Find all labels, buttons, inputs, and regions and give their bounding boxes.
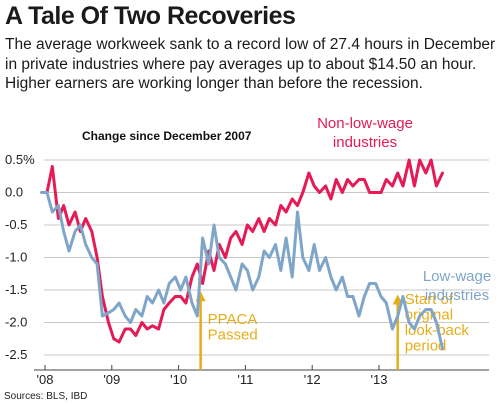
y-tick-label: -0.5 [5,217,27,232]
chart-title: Change since December 2007 [82,129,252,143]
annotation-label: period [405,338,447,355]
series-label-low-wage: Low-wage [423,268,491,285]
x-tick-label: '10 [170,372,187,387]
source-note: Sources: BLS, IBD [4,391,87,402]
x-tick-label: '11 [237,372,253,387]
series-label-non-low-wage: Non-low-wage [317,115,413,132]
y-tick-label: -2.0 [5,315,27,330]
annotation-label: Start of [405,291,454,308]
x-tick-label: '13 [371,372,388,387]
y-tick-label: -1.0 [5,250,27,265]
x-tick-label: '12 [304,372,321,387]
y-tick-label: -1.5 [5,282,27,297]
y-tick-label: 0.0 [5,185,23,200]
annotation-label: Passed [208,327,258,344]
x-tick-label: '09 [103,372,120,387]
series-label-low-wage: industries [425,287,489,304]
page-subtitle: The average workweek sank to a record lo… [5,36,496,92]
page-title: A Tale Of Two Recoveries [5,2,296,30]
series-line-low-wage [40,191,444,350]
y-tick-label: -2.5 [5,347,27,362]
series-line-non-low-wage [40,158,444,344]
x-tick-label: '08 [37,372,54,387]
series-label-non-low-wage: industries [333,134,397,151]
annotation-label: PPACA [208,311,258,328]
y-tick-label: 0.5% [5,152,35,167]
